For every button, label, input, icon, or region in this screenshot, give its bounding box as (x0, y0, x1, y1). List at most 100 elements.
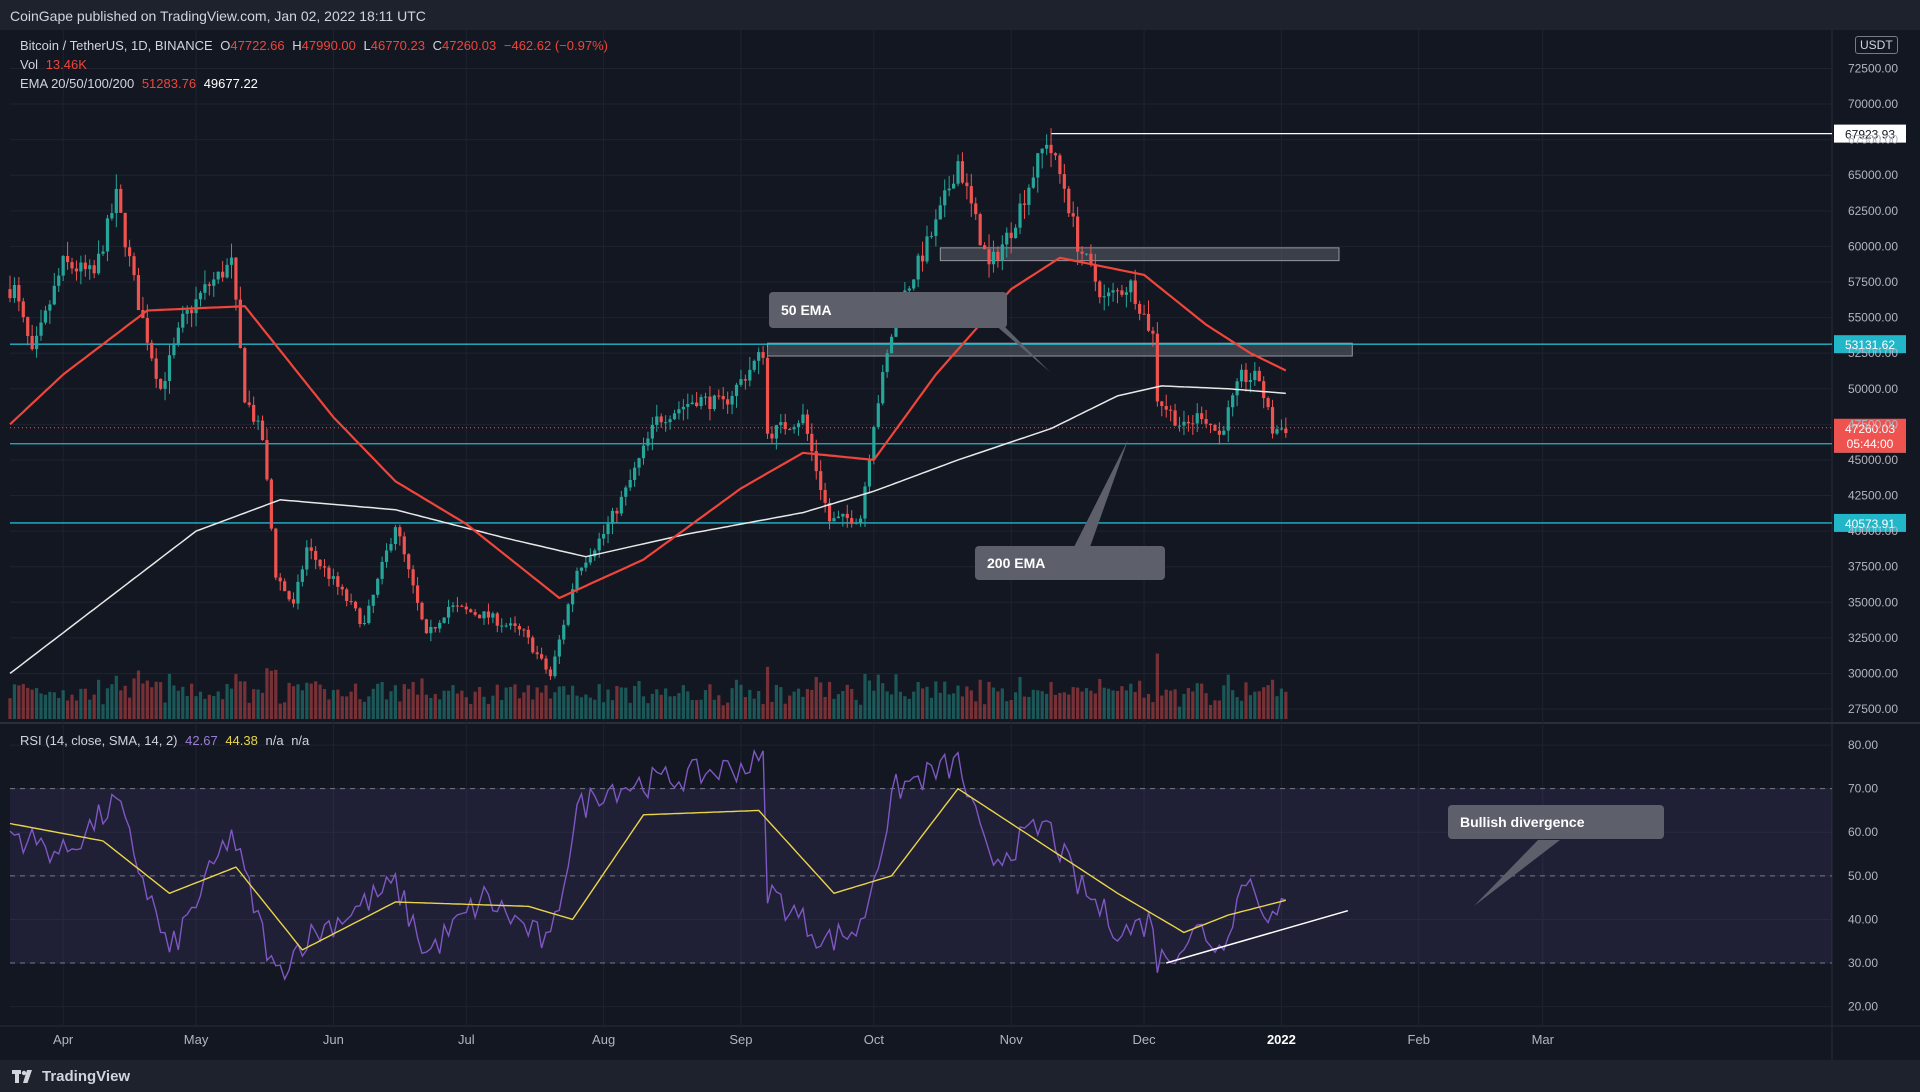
volume-bar (1133, 692, 1137, 719)
resistance-zone (767, 342, 1353, 357)
candle-body (734, 384, 739, 397)
volume-bar (101, 704, 105, 719)
volume-bar (699, 699, 703, 719)
candle-body (500, 625, 504, 627)
candle-body (606, 523, 610, 535)
volume-bar (1231, 690, 1235, 719)
candle-body (951, 183, 956, 189)
volume-bar (1200, 683, 1204, 719)
candle-body (562, 624, 566, 640)
candle-body (163, 380, 167, 389)
volume-bar (810, 689, 814, 719)
candle-body (1173, 410, 1177, 426)
candle-body (1279, 428, 1284, 430)
volume-bar (486, 703, 491, 719)
volume-bar (668, 696, 672, 719)
volume-bar (677, 693, 681, 719)
level-price-tag (1834, 513, 1906, 532)
price-tick-label: 60000.00 (1848, 239, 1898, 253)
price-chart[interactable]: 67923.9353131.6246134.6740573.9147260.03… (0, 30, 1920, 1060)
candle-body (827, 502, 832, 522)
candle-body (730, 396, 734, 405)
candle-body (26, 317, 30, 336)
candle-body (380, 561, 384, 579)
candle-body (916, 255, 920, 280)
volume-bar (703, 690, 708, 719)
candle-body (305, 547, 309, 570)
candle-body (1053, 153, 1058, 156)
currency-selector[interactable]: USDT (1855, 36, 1898, 54)
candle-body (21, 301, 25, 318)
volume-value: 13.46K (45, 57, 87, 72)
candle-body (810, 433, 814, 452)
time-axis: Apr May Jun Jul Aug Sep Oct Nov Dec 2022 Feb Mar (53, 1032, 1555, 1047)
price-tick-label: 40000.00 (1848, 524, 1898, 538)
price-axis: 27500.00 30000.00 32500.00 35000.00 37500.00… (1848, 61, 1898, 1013)
volume-bar (712, 699, 716, 719)
volume-bar (757, 690, 761, 719)
volume-bar (446, 690, 451, 719)
callout-200-ema: 200 EMA (975, 546, 1165, 580)
volume-bar (1164, 689, 1168, 719)
volume-bar (309, 683, 313, 719)
candle-body (181, 313, 185, 328)
candle-body (460, 605, 464, 607)
price-tick-label: 55000.00 (1848, 311, 1898, 325)
volume-bar (1098, 679, 1102, 719)
volume-bar (322, 689, 327, 719)
volume-bar (974, 701, 978, 719)
candle-body (123, 212, 127, 248)
volume-bar (1195, 683, 1199, 719)
volume-bar (1000, 688, 1004, 719)
volume-bar (730, 688, 734, 719)
time-tick-label: Nov (1000, 1032, 1024, 1047)
candle-body (544, 658, 548, 670)
candle-body (1284, 428, 1288, 434)
candle-body (1191, 423, 1195, 425)
volume-bar (1058, 692, 1062, 719)
candle-body (1062, 174, 1066, 189)
volume-bar (1266, 685, 1270, 719)
candle-body (1040, 148, 1044, 154)
volume-bar (508, 686, 513, 719)
callout-200-ema-pointer (1074, 440, 1128, 547)
candle-body (615, 510, 619, 514)
volume-bar (52, 692, 56, 719)
volume-bar (305, 682, 309, 719)
candle-body (938, 205, 942, 220)
volume-bar (1155, 653, 1159, 719)
volume-bar (579, 697, 584, 719)
candle-body (637, 458, 641, 468)
volume-bar (1177, 706, 1182, 719)
candle-body (677, 409, 681, 414)
volume-bar (119, 690, 123, 719)
candle-body (314, 550, 318, 560)
volume-bar (495, 684, 499, 719)
candle-body (974, 203, 978, 215)
horizontal-levels: 67923.9353131.6246134.6740573.9147260.03… (10, 124, 1906, 532)
volume-bar (969, 690, 973, 719)
candle-body (221, 271, 225, 278)
volume-bar (907, 698, 911, 719)
candle-body (420, 602, 424, 620)
price-tick-label: 67500.00 (1848, 133, 1898, 147)
volume-bar (376, 683, 380, 719)
open-label: O (220, 38, 231, 53)
current-price-label: 47260.03 (1845, 422, 1895, 436)
candle-body (1266, 398, 1270, 408)
publish-text: CoinGape published on TradingView.com, J… (10, 8, 426, 24)
volume-legend: Vol 13.46K (20, 57, 91, 72)
volume-bar (584, 694, 588, 719)
candle-body (340, 586, 344, 590)
rsi-sma-value: 44.38 (225, 733, 258, 748)
candle-body (190, 310, 194, 314)
candle-body (172, 343, 176, 356)
candle-body (1022, 203, 1027, 205)
volume-bar (314, 681, 318, 719)
volume-bar (132, 678, 136, 719)
candle-body (1226, 407, 1230, 431)
ema-label: EMA 20/50/100/200 (20, 76, 135, 91)
volume-bar (349, 691, 353, 719)
volume-bar (79, 688, 83, 719)
volume-bar (110, 684, 114, 719)
